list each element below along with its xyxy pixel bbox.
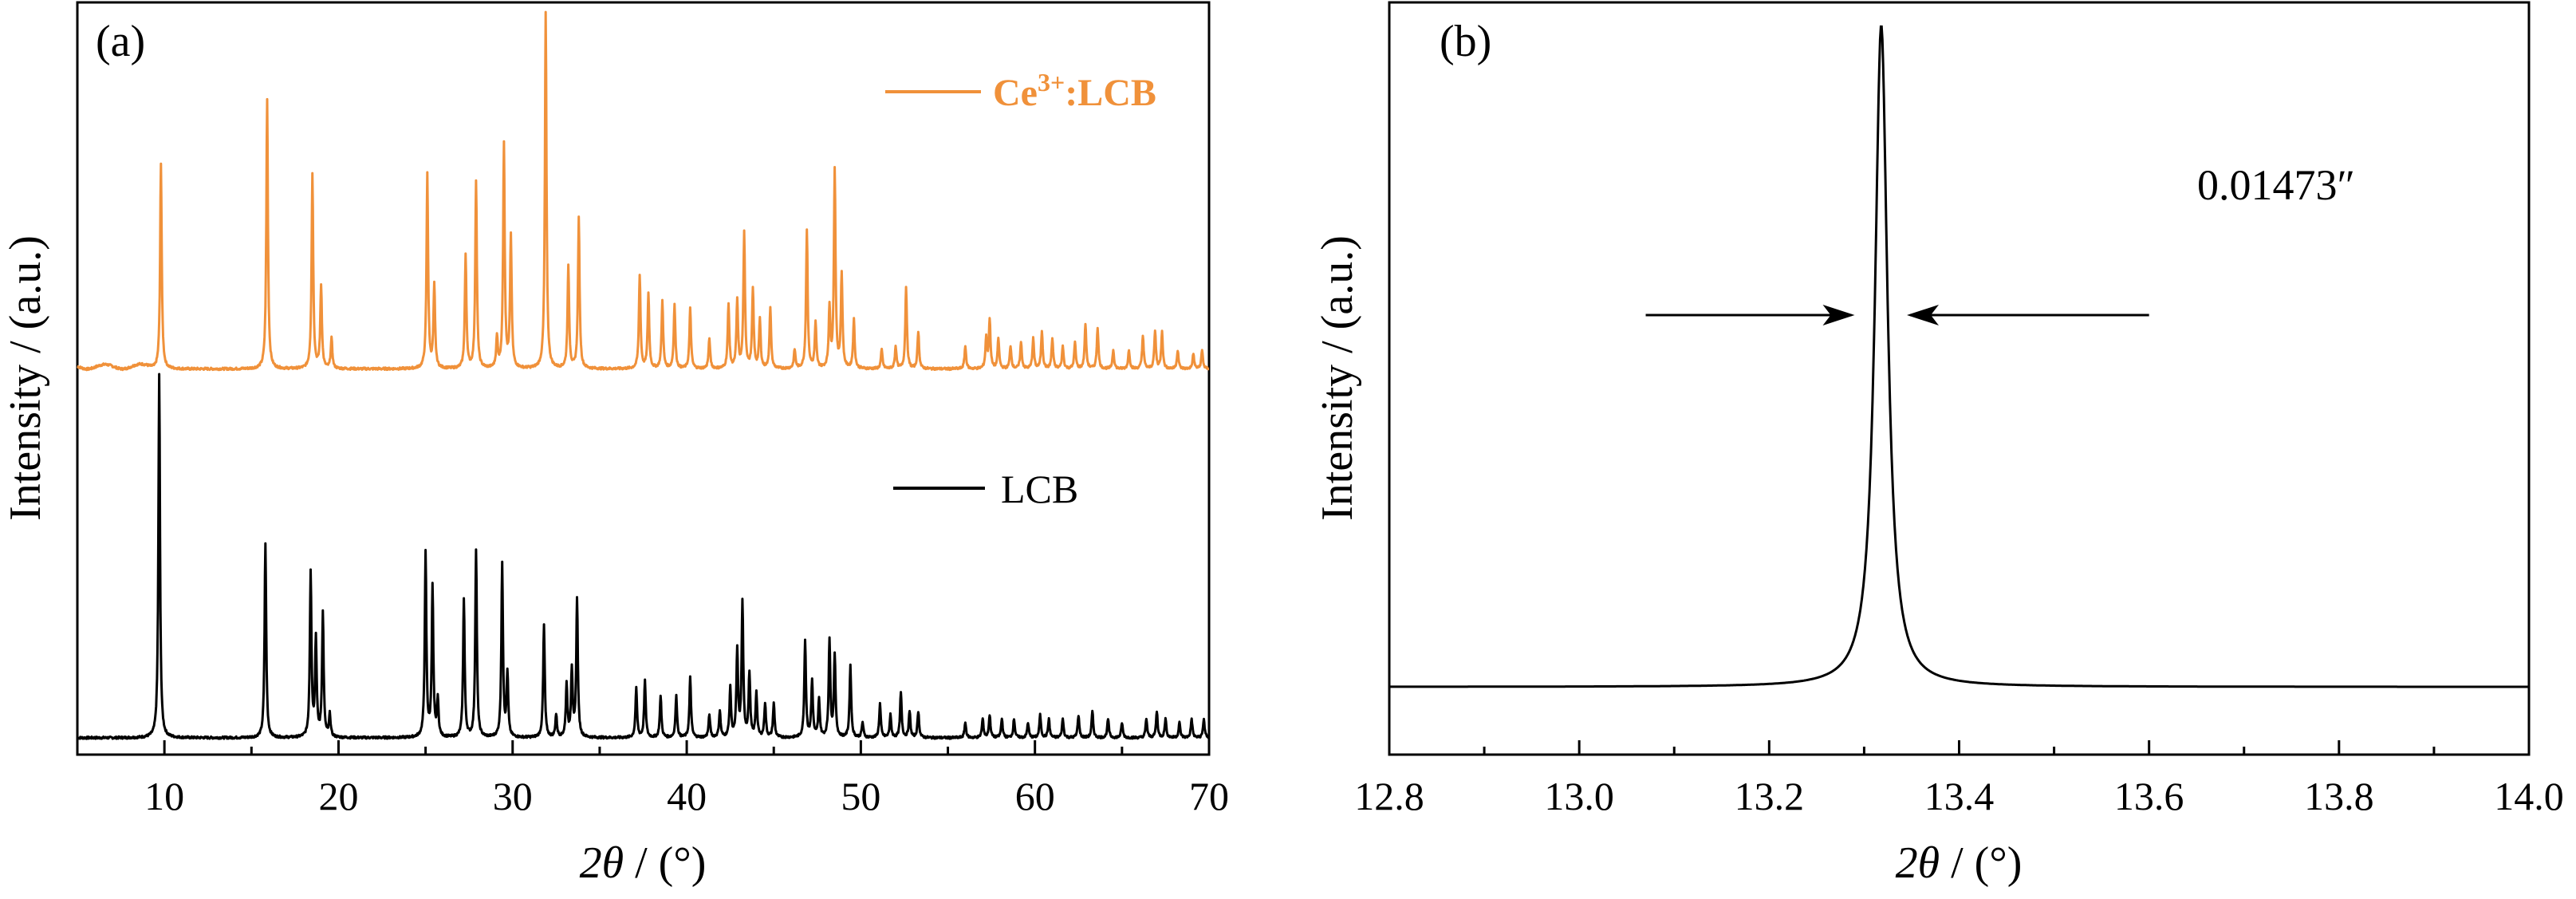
y-axis-title-b: Intensity / (a.u.) [1313, 235, 1362, 521]
data-layer-b [1389, 25, 2529, 688]
series-line-ce-lcb [77, 10, 1210, 372]
fwhm-arrows [1645, 305, 2149, 325]
legend-label-ce-lcb: Ce3+:LCB [993, 68, 1156, 114]
fwhm-annotation: 0.01473″ [2197, 161, 2355, 209]
x-tick-label: 13.4 [1924, 774, 1995, 818]
panel-label-a: (a) [96, 17, 145, 66]
x-tick-label: 20 [318, 774, 358, 818]
arrow-head [1822, 305, 1855, 325]
plot-frame-a [76, 1, 1211, 756]
series-line-lcb [77, 373, 1210, 740]
x-axis-ticks-b: 12.8 13.0 13.2 13.4 13.6 13.8 14.0 [1354, 740, 2564, 818]
x-axis-title-a: 2θ / (°) [580, 838, 707, 888]
x-tick-label: 40 [667, 774, 707, 818]
x-tick-label: 12.8 [1354, 774, 1424, 818]
x-tick-label: 60 [1015, 774, 1055, 818]
panel-label-b: (b) [1440, 17, 1491, 66]
x-tick-label: 30 [493, 774, 533, 818]
x-tick-label: 13.6 [2114, 774, 2184, 818]
legend-label-lcb: LCB [1001, 467, 1078, 511]
panel-a: 10 20 30 40 50 60 70 (a) Ce3+:LCB LCB Intensit… [1, 1, 1229, 888]
plot-frame-b [1388, 1, 2531, 756]
arrow-head [1907, 305, 1940, 325]
x-tick-label: 50 [841, 774, 880, 818]
x-tick-label: 14.0 [2494, 774, 2564, 818]
panel-b: 12.8 13.0 13.2 13.4 13.6 13.8 14.0 (b) 0.01473… [1313, 1, 2564, 888]
x-axis-title-b: 2θ / (°) [1896, 838, 2023, 888]
x-tick-label: 70 [1189, 774, 1229, 818]
x-axis-ticks-a: 10 20 30 40 50 60 70 [76, 740, 1229, 818]
y-axis-title-a: Intensity / (a.u.) [1, 235, 50, 521]
x-tick-label: 13.8 [2304, 774, 2374, 818]
series-line-peak [1389, 25, 2529, 688]
x-tick-label: 13.0 [1544, 774, 1614, 818]
data-layer-a [77, 10, 1210, 740]
x-tick-label: 10 [144, 774, 184, 818]
x-tick-label: 13.2 [1735, 774, 1805, 818]
